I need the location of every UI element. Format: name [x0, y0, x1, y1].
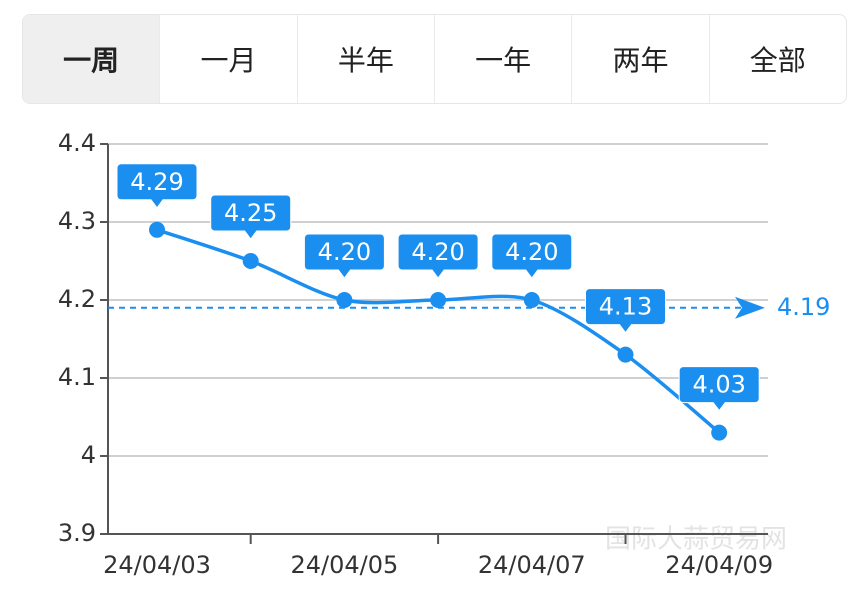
label-bubble [678, 366, 760, 412]
y-tick-label: 4.1 [58, 363, 96, 391]
label-bubble [210, 194, 292, 240]
tab[interactable]: 两年 [571, 15, 708, 103]
tab-bar: 一周 一月 半年 一年 两年 全部 [22, 14, 847, 104]
point [430, 292, 447, 308]
tab[interactable]: 全部 [708, 15, 846, 103]
label-bubble [397, 233, 479, 279]
y-tick-label: 4.4 [58, 129, 96, 157]
point [711, 424, 728, 441]
tab[interactable]: 一月 [159, 15, 296, 103]
value-label: 4.20 [411, 238, 464, 266]
value-label: 4.13 [599, 293, 652, 321]
value-label: 4.03 [692, 371, 745, 399]
value-label: 4.20 [505, 238, 558, 266]
y-tick-label: 3.9 [58, 519, 96, 547]
value-label: 4.20 [318, 238, 371, 266]
label-bubble [491, 233, 573, 279]
label-bubble [303, 233, 385, 279]
point [336, 292, 353, 308]
point [149, 221, 165, 238]
x-tick-label: 24/04/05 [291, 551, 399, 579]
mark-line-label: 4.19 [777, 293, 830, 321]
y-tick-label: 4.3 [58, 207, 96, 235]
x-tick-label: 24/04/07 [478, 551, 586, 579]
y-tick-label: 4.2 [58, 285, 96, 313]
x-tick-label: 24/04/09 [665, 551, 773, 579]
mark-line-arrow [735, 296, 765, 319]
value-label: 4.29 [130, 168, 183, 196]
point [523, 292, 540, 308]
y-tick-label: 4 [81, 441, 96, 469]
label-bubble [116, 163, 198, 209]
watermark: 国际大蒜贸易网 [605, 525, 787, 555]
x-tick-label: 24/04/03 [103, 551, 211, 579]
value-label: 4.25 [224, 199, 277, 227]
tab[interactable]: 一年 [433, 15, 571, 103]
point [242, 253, 259, 269]
point [617, 346, 634, 363]
tab[interactable]: 一周 [23, 15, 160, 103]
tab[interactable]: 半年 [296, 15, 434, 103]
label-bubble [585, 288, 666, 334]
